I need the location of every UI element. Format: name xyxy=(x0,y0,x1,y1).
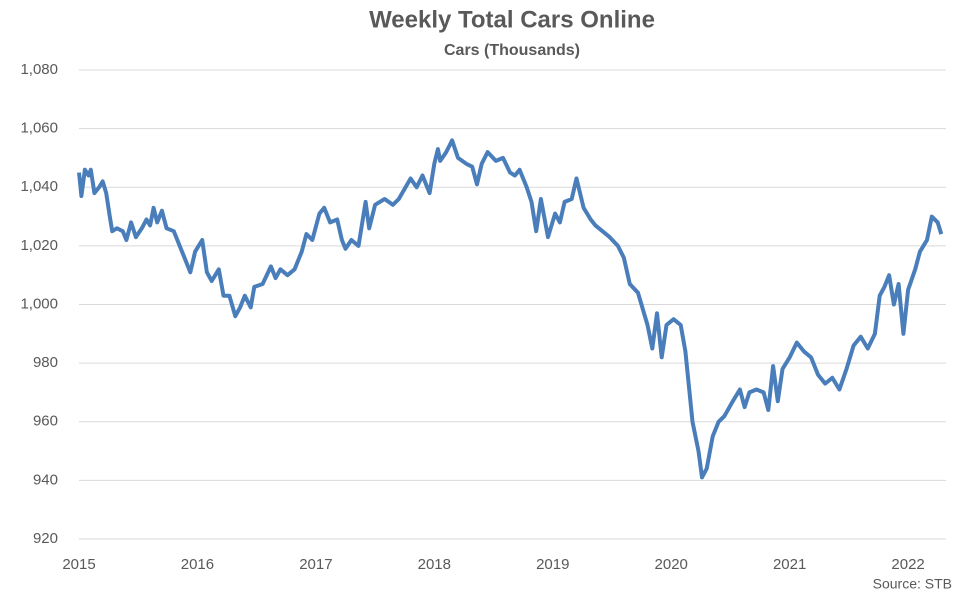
y-tick-label: 980 xyxy=(33,354,58,371)
source-note: Source: STB xyxy=(873,576,952,592)
x-tick-label: 2017 xyxy=(299,556,332,573)
y-tick-label: 920 xyxy=(33,530,58,547)
y-tick-label: 1,080 xyxy=(20,61,58,78)
y-tick-label: 1,020 xyxy=(20,237,58,254)
y-tick-label: 1,000 xyxy=(20,295,58,312)
x-tick-label: 2015 xyxy=(62,556,95,573)
chart-subtitle: Cars (Thousands) xyxy=(444,42,580,59)
x-tick-label: 2022 xyxy=(891,556,924,573)
x-tick-label: 2019 xyxy=(536,556,569,573)
x-tick-label: 2021 xyxy=(773,556,806,573)
y-tick-label: 960 xyxy=(33,413,58,430)
x-tick-label: 2018 xyxy=(418,556,451,573)
x-tick-label: 2016 xyxy=(181,556,214,573)
y-tick-label: 940 xyxy=(33,471,58,488)
chart-title: Weekly Total Cars Online xyxy=(369,6,655,33)
data-line xyxy=(77,138,944,480)
y-tick-label: 1,040 xyxy=(20,178,58,195)
y-tick-label: 1,060 xyxy=(20,120,58,137)
x-tick-label: 2020 xyxy=(655,556,688,573)
